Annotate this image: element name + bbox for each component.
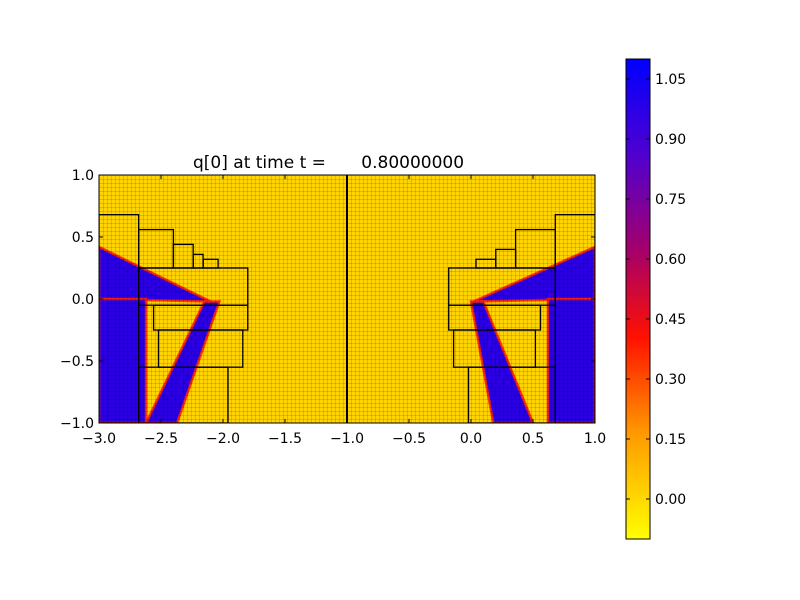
x-tick-label: 1.0 (584, 431, 606, 447)
x-tick-label: −3.0 (82, 431, 116, 447)
title-prefix: q[0] at time t = (193, 153, 326, 173)
y-axis: 1.0 0.5 0.0 −0.5 −1.0 (60, 168, 595, 432)
colorbar-frame (625, 58, 651, 540)
colorbar-tick-label: 0.45 (655, 312, 686, 328)
colorbar-tick-label: 0.60 (655, 252, 686, 268)
refinement-patch (138, 366, 229, 423)
x-tick-label: −2.0 (206, 431, 240, 447)
y-tick-label: −1.0 (60, 416, 94, 432)
plot-area (99, 175, 595, 423)
colorbar-tick-label: 0.90 (655, 132, 686, 148)
y-tick-label: 0.5 (72, 230, 94, 246)
refinement-patch (467, 366, 556, 423)
y-tick-label: −0.5 (60, 354, 94, 370)
colorbar-tick-label: 1.05 (655, 72, 686, 88)
y-tick-label: 1.0 (72, 168, 94, 184)
x-tick-label: 0.0 (460, 431, 482, 447)
chart-title: q[0] at time t = 0.80000000 (193, 153, 464, 173)
x-tick-label: −1.0 (330, 431, 364, 447)
refinement-patch (99, 214, 140, 423)
colorbar-tick-label: 0.00 (655, 492, 686, 508)
refinement-patches (99, 214, 595, 423)
x-axis: −3.0 −2.5 −2.0 −1.5 −1.0 −0.5 0.0 0.5 1.0 (82, 175, 606, 447)
colorbar-ticks: 1.05 0.90 0.75 0.60 0.45 0.30 0.15 0.00 (626, 72, 686, 508)
y-tick-label: 0.0 (72, 292, 94, 308)
colorbar-gradient (626, 59, 650, 539)
x-tick-label: −0.5 (392, 431, 426, 447)
colorbar-tick-label: 0.75 (655, 192, 686, 208)
x-tick-label: 0.5 (522, 431, 544, 447)
colorbar-tick-label: 0.15 (655, 432, 686, 448)
colorbar: 1.05 0.90 0.75 0.60 0.45 0.30 0.15 0.00 (625, 58, 686, 540)
colorbar-tick-label: 0.30 (655, 372, 686, 388)
title-value: 0.80000000 (361, 153, 464, 173)
x-tick-label: −2.5 (144, 431, 178, 447)
x-tick-label: −1.5 (268, 431, 302, 447)
